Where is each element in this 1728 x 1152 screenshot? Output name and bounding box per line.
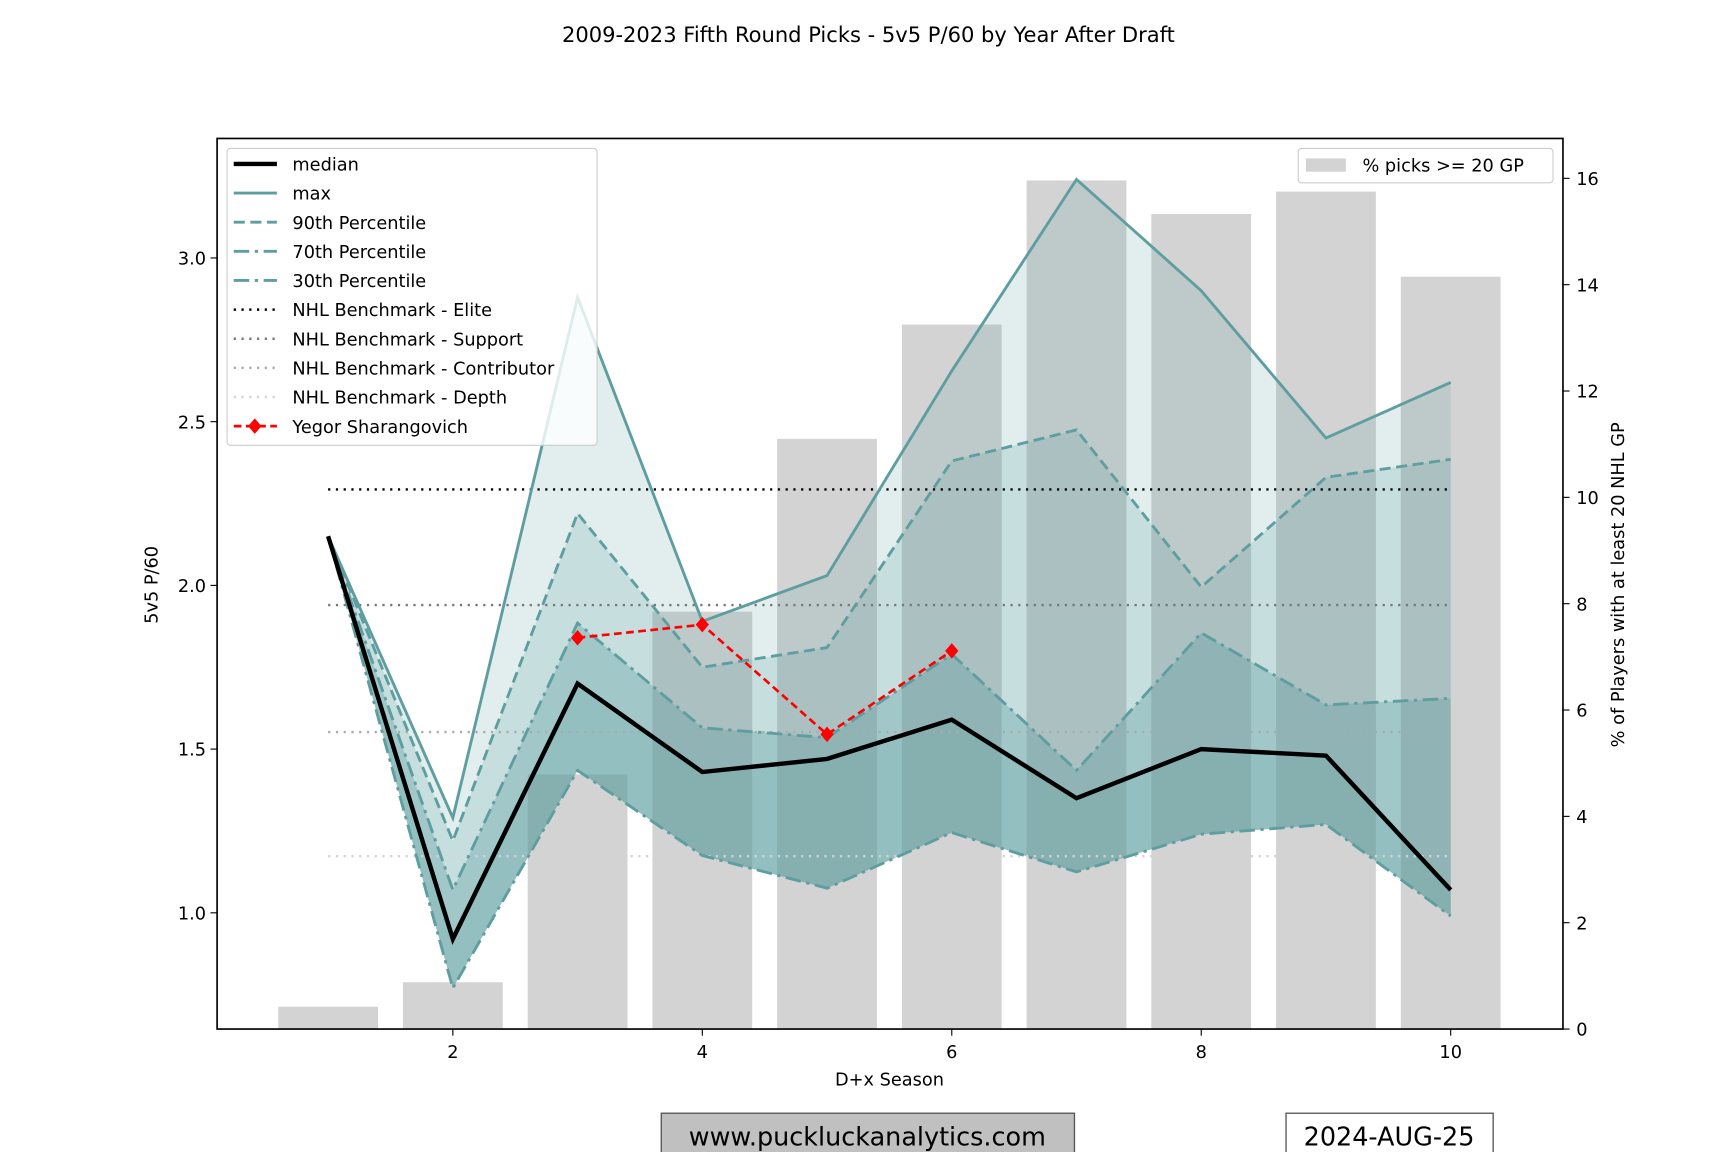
- legend-label: median: [292, 156, 358, 176]
- website-link[interactable]: www.puckluckanalytics.com: [689, 1122, 1046, 1152]
- series-90th-percentile: [326, 428, 1451, 845]
- bar: [652, 611, 753, 1030]
- bar: [1276, 191, 1376, 1030]
- player-series-line: [577, 623, 953, 737]
- band-70-30: [328, 536, 1451, 989]
- x-tick-label: 10: [1439, 1043, 1462, 1063]
- bar: [527, 774, 628, 1030]
- bar: [402, 982, 503, 1030]
- series-max: [326, 177, 1452, 823]
- band-90-30: [328, 429, 1451, 989]
- y-tick-label: 1.0: [178, 904, 206, 924]
- y2-tick-label: 12: [1576, 383, 1599, 403]
- band-median-30: [328, 536, 1451, 989]
- legend-label: NHL Benchmark - Depth: [292, 389, 507, 409]
- y2-tick-label: 0: [1576, 1021, 1587, 1041]
- y2-tick-label: 8: [1576, 595, 1587, 615]
- y-tick-label: 2.0: [178, 577, 206, 597]
- y-axis-ticks: 1.0 1.5 2.0 2.5 3.0: [178, 250, 218, 924]
- y-tick-label: 3.0: [178, 250, 206, 270]
- legend-marker: [248, 418, 262, 434]
- legend-label: Yegor Sharangovich: [291, 418, 468, 438]
- chart-title: 2009-2023 Fifth Round Picks - 5v5 P/60 b…: [562, 22, 1175, 47]
- x-tick-label: 6: [946, 1043, 957, 1063]
- y2-axis-ticks: 0 2 4 6 8 10 12 14 16: [1562, 170, 1599, 1041]
- website-box[interactable]: www.puckluckanalytics.com: [660, 1112, 1076, 1152]
- x-axis-label: D+x Season: [835, 1071, 944, 1091]
- y2-tick-label: 16: [1576, 170, 1599, 190]
- series-lines: [326, 177, 1453, 992]
- y-axis-label: 5v5 P/60: [142, 546, 162, 624]
- y2-tick-label: 6: [1576, 702, 1587, 722]
- legend-label: NHL Benchmark - Elite: [292, 301, 492, 321]
- y-tick-label: 2.5: [178, 413, 206, 433]
- x-tick-label: 4: [697, 1043, 708, 1063]
- player-marker: [570, 630, 585, 646]
- y2-tick-label: 14: [1576, 276, 1599, 296]
- y2-tick-label: 4: [1576, 808, 1587, 828]
- bar-legend-label: % picks >= 20 GP: [1362, 157, 1524, 177]
- legend-label: 30th Percentile: [292, 272, 426, 292]
- legend-label: max: [292, 185, 331, 205]
- y-tick-label: 1.5: [178, 741, 206, 761]
- legend-label: 90th Percentile: [292, 214, 426, 234]
- bar: [1400, 276, 1501, 1030]
- legend-label: NHL Benchmark - Support: [292, 330, 523, 350]
- bar: [901, 324, 1002, 1030]
- bar-legend-swatch: [1305, 158, 1346, 172]
- series-30th-percentile: [326, 535, 1452, 992]
- y2-axis-label: % of Players with at least 20 NHL GP: [1609, 422, 1629, 747]
- y2-tick-label: 10: [1576, 489, 1599, 509]
- bar: [278, 1006, 379, 1030]
- date-label: 2024-AUG-25: [1304, 1122, 1475, 1152]
- legend-label: 70th Percentile: [292, 243, 426, 263]
- y2-tick-label: 2: [1576, 914, 1587, 934]
- x-tick-label: 2: [447, 1043, 458, 1063]
- benchmark-lines: [328, 488, 1451, 858]
- date-box: 2024-AUG-25: [1285, 1112, 1494, 1152]
- x-tick-label: 8: [1196, 1043, 1207, 1063]
- legend-label: NHL Benchmark - Contributor: [292, 360, 555, 380]
- bars-layer: [278, 180, 1501, 1030]
- bar-legend: % picks >= 20 GP: [1297, 147, 1554, 184]
- plot-frame: [216, 137, 1564, 1030]
- series-70th-percentile: [326, 535, 1451, 894]
- bar: [1151, 213, 1252, 1030]
- series-median: [326, 535, 1453, 946]
- legend: median max 90th Percentile 70th Percentile 3…: [226, 147, 598, 446]
- x-axis-ticks: 2 4 6 8 10: [447, 1029, 1462, 1063]
